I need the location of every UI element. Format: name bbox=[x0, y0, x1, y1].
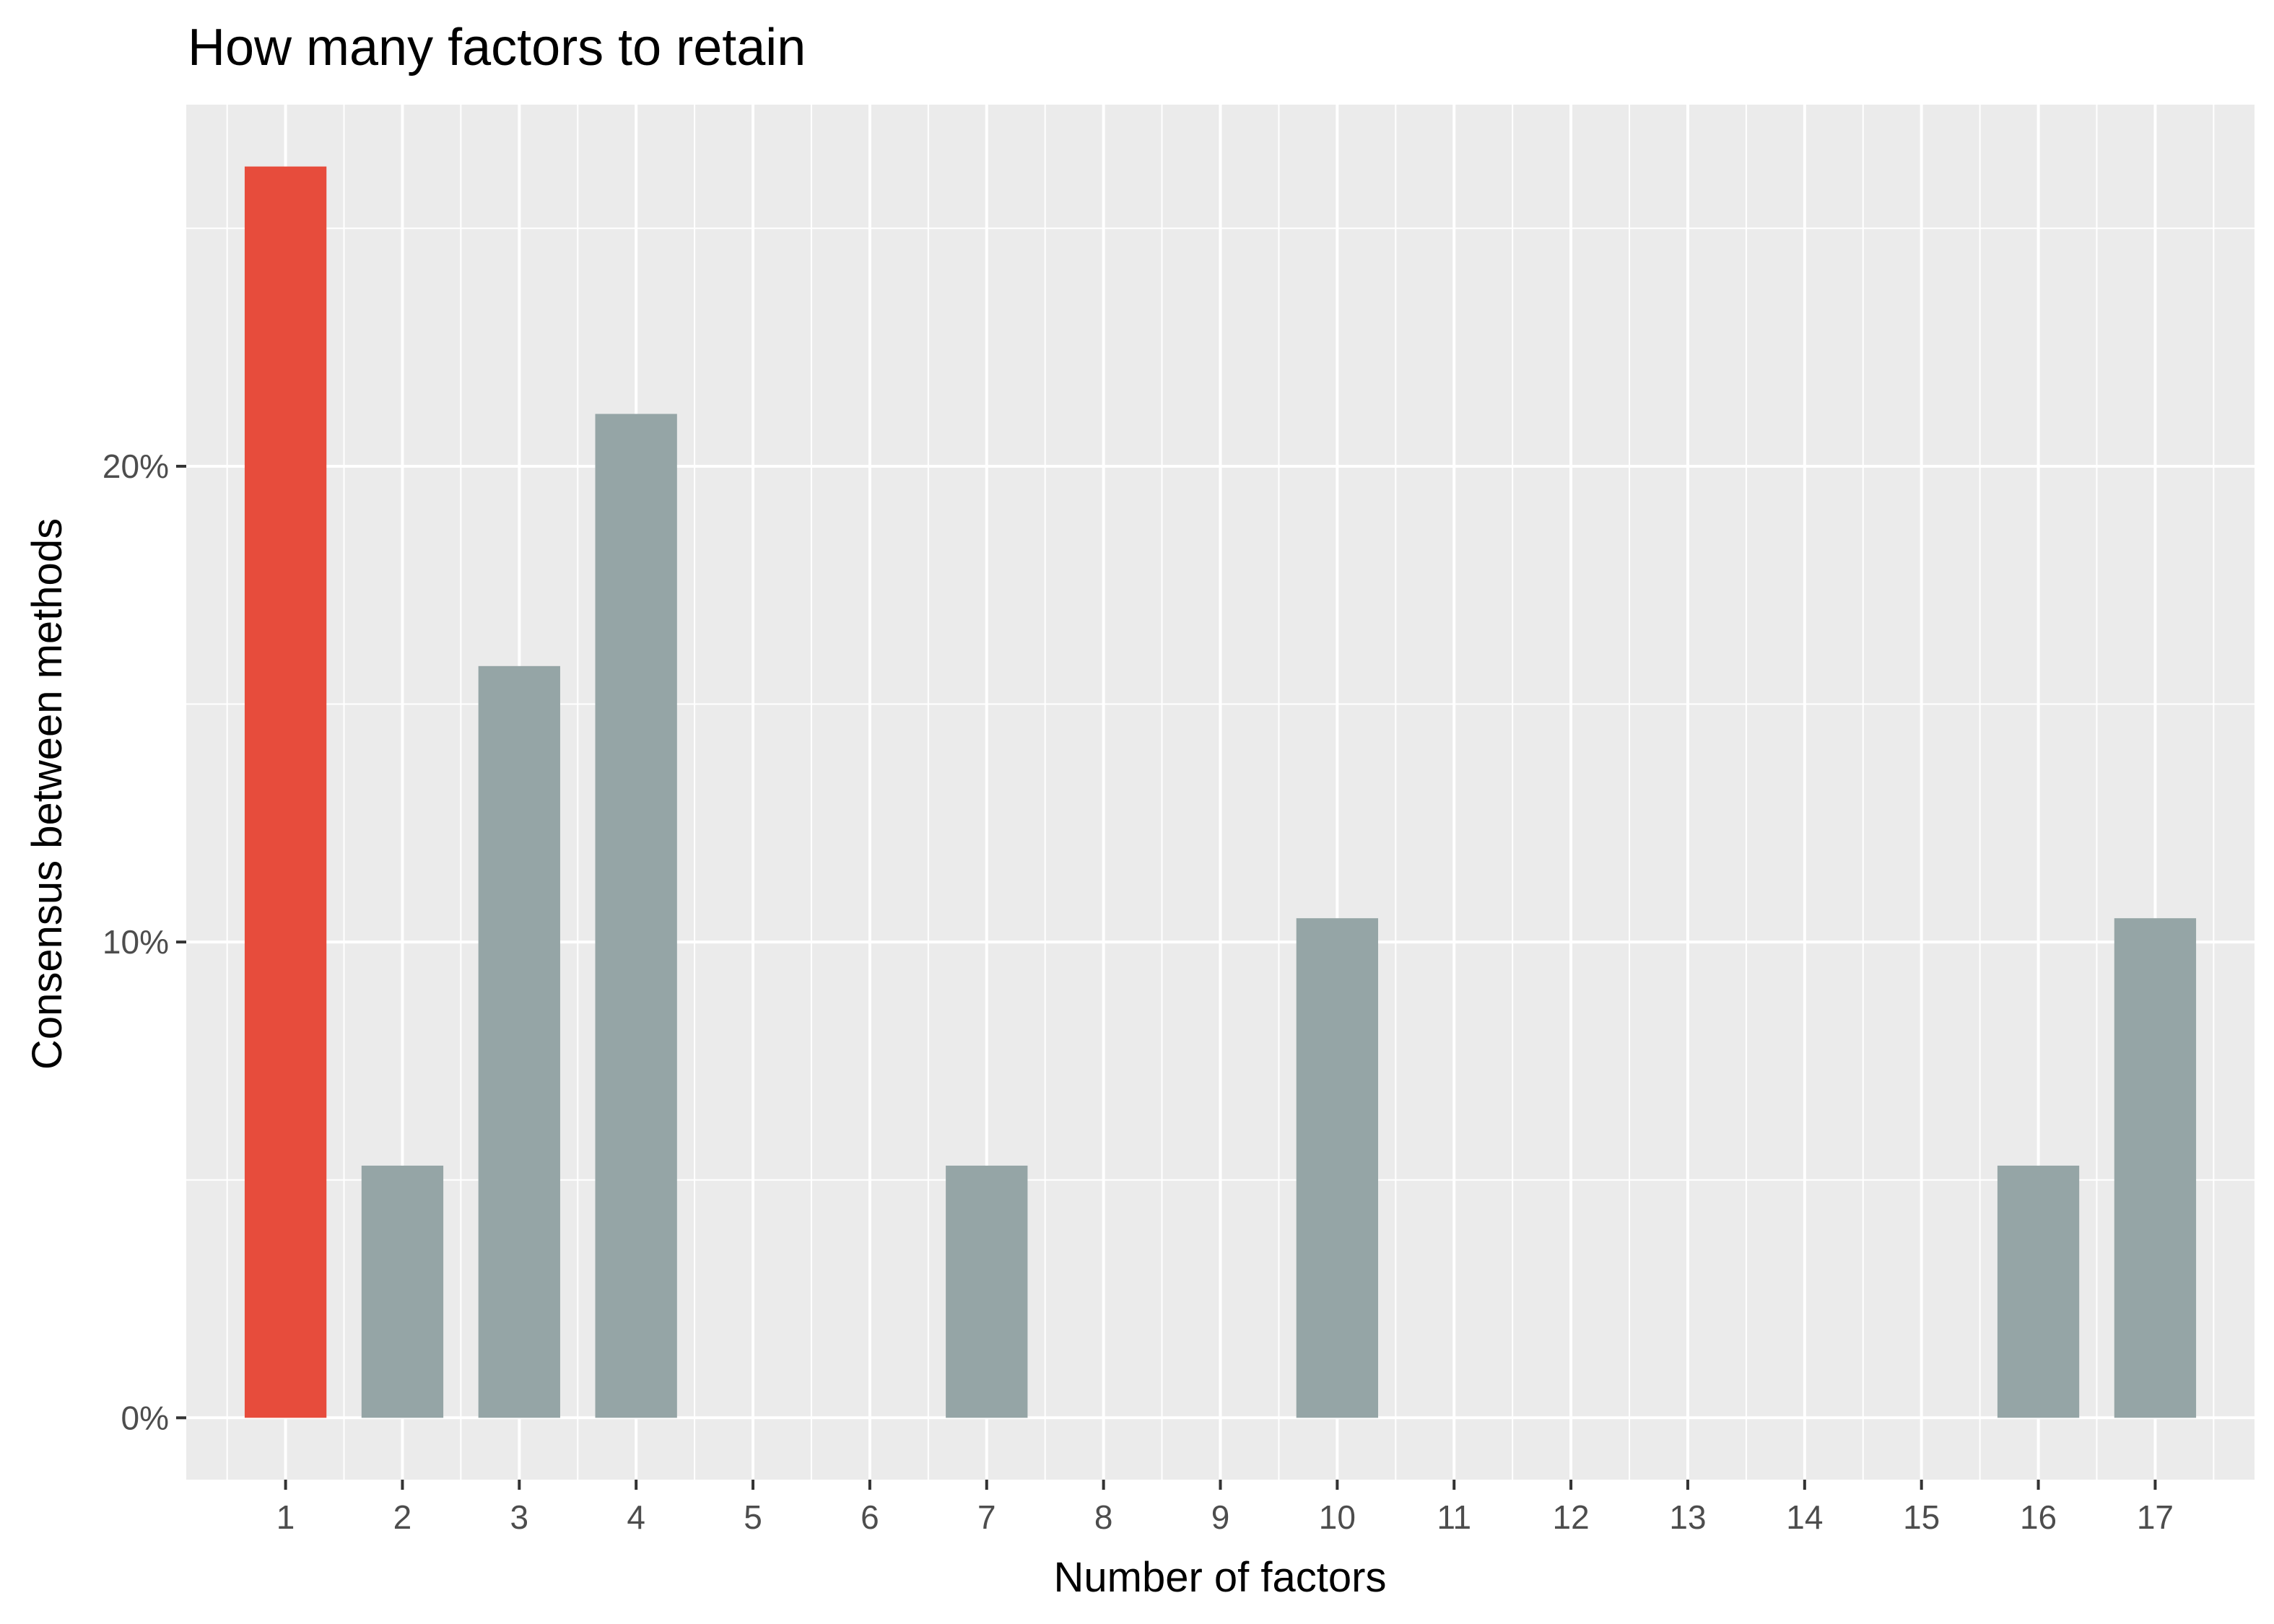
x-tick-label: 13 bbox=[1669, 1498, 1706, 1536]
axes: 0%10%20%1 2 3 4 5 6 7 8 9 10 11 12 13 14 15 16 17 bbox=[103, 448, 2174, 1536]
y-axis-title: Consensus between methods bbox=[24, 518, 71, 1070]
x-tick-label: 7 bbox=[977, 1498, 996, 1536]
x-tick-label: 2 bbox=[393, 1498, 412, 1536]
x-tick-label: 16 bbox=[2020, 1498, 2057, 1536]
x-tick-label: 3 bbox=[510, 1498, 529, 1536]
chart-title: How many factors to retain bbox=[188, 19, 806, 77]
bar-16 bbox=[1997, 1165, 2080, 1418]
x-tick-label: 8 bbox=[1094, 1498, 1113, 1536]
x-tick-label: 5 bbox=[744, 1498, 762, 1536]
y-tick-label: 20% bbox=[103, 448, 169, 485]
x-tick-label: 4 bbox=[627, 1498, 645, 1536]
bar-2 bbox=[361, 1165, 444, 1418]
x-tick-label: 17 bbox=[2137, 1498, 2174, 1536]
bars bbox=[244, 166, 2197, 1418]
bar-10 bbox=[1296, 918, 1379, 1418]
x-tick-label: 15 bbox=[1903, 1498, 1940, 1536]
x-tick-label: 11 bbox=[1437, 1498, 1471, 1536]
bar-17 bbox=[2114, 918, 2197, 1418]
x-axis-title: Number of factors bbox=[1054, 1554, 1387, 1601]
bar-1 bbox=[244, 166, 327, 1418]
x-tick-label: 12 bbox=[1553, 1498, 1590, 1536]
bar-4 bbox=[595, 414, 677, 1418]
y-tick-label: 10% bbox=[103, 923, 169, 961]
bar-7 bbox=[946, 1165, 1028, 1418]
x-tick-label: 10 bbox=[1319, 1498, 1356, 1536]
x-tick-label: 9 bbox=[1211, 1498, 1230, 1536]
y-tick-label: 0% bbox=[121, 1399, 169, 1436]
x-tick-label: 6 bbox=[861, 1498, 879, 1536]
x-tick-label: 1 bbox=[276, 1498, 295, 1536]
x-tick-label: 14 bbox=[1786, 1498, 1823, 1536]
bar-3 bbox=[478, 665, 560, 1418]
